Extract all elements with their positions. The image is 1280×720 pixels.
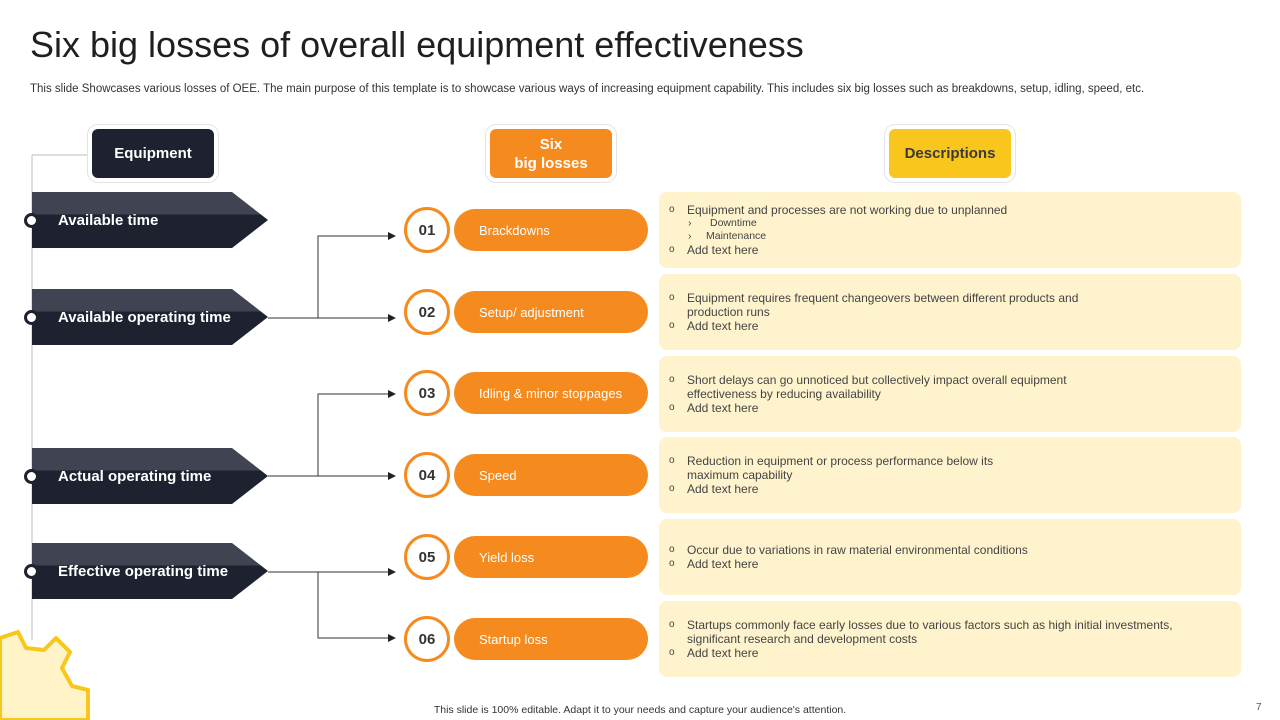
loss-label: Idling & minor stoppages xyxy=(479,385,623,401)
loss-pill-speed: Speed xyxy=(454,454,648,496)
equipment-item-available-operating-time: Available operating time xyxy=(32,289,268,345)
description-text: Add text here xyxy=(687,319,759,333)
description-text: maximum capability xyxy=(687,468,793,482)
description-text: Add text here xyxy=(687,646,759,660)
description-text: Equipment and processes are not working … xyxy=(687,203,1008,217)
bullet-icon: o xyxy=(669,483,675,494)
descriptions-header: Descriptions xyxy=(889,129,1011,178)
equipment-item-label: Available time xyxy=(58,211,159,229)
description-text: Equipment requires frequent changeovers … xyxy=(687,291,1079,305)
description-text: Occur due to variations in raw material … xyxy=(687,543,1028,557)
six-big-losses-header: Six big losses xyxy=(490,129,612,178)
bullet-icon: o xyxy=(669,244,675,255)
bullet-icon: o xyxy=(669,292,675,303)
loss-number-04: 04 xyxy=(404,452,450,498)
description-subtext: Downtime xyxy=(710,217,757,229)
losses-header-line2: big losses xyxy=(514,154,588,172)
description-text: Reduction in equipment or process perfor… xyxy=(687,454,994,468)
sub-bullet-icon: › xyxy=(688,230,692,242)
loss-label: Startup loss xyxy=(479,631,548,647)
loss-pill-idling: Idling & minor stoppages xyxy=(454,372,648,414)
loss-label: Setup/ adjustment xyxy=(479,304,584,320)
loss-number-06: 06 xyxy=(404,616,450,662)
timeline-dot xyxy=(24,469,39,484)
equipment-item-available-time: Available time xyxy=(32,192,268,248)
description-text: Short delays can go unnoticed but collec… xyxy=(687,373,1067,387)
equipment-item-actual-operating-time: Actual operating time xyxy=(32,448,268,504)
losses-header-line1: Six xyxy=(539,135,563,153)
description-box-startup-loss: o Startups commonly face early losses due… xyxy=(659,601,1241,677)
description-text: production runs xyxy=(687,305,770,319)
bullet-icon: o xyxy=(669,374,675,385)
loss-pill-startup-loss: Startup loss xyxy=(454,618,648,660)
loss-pill-yield-loss: Yield loss xyxy=(454,536,648,578)
equipment-header: Equipment xyxy=(92,129,214,178)
connector-actual-operating-up xyxy=(317,390,396,476)
loss-label: Speed xyxy=(479,467,517,483)
footer-note: This slide is 100% editable. Adapt it to… xyxy=(433,704,847,716)
bullet-icon: o xyxy=(669,455,675,466)
timeline-dot xyxy=(24,310,39,325)
loss-label: Brackdowns xyxy=(479,222,550,238)
loss-number-05: 05 xyxy=(404,534,450,580)
description-box-setup: o Equipment requires frequent changeovers… xyxy=(659,274,1241,350)
bullet-icon: o xyxy=(669,402,675,413)
description-text: Add text here xyxy=(687,557,759,571)
description-text: Add text here xyxy=(687,243,759,257)
bullet-icon: o xyxy=(669,544,675,555)
loss-pill-setup: Setup/ adjustment xyxy=(454,291,648,333)
description-subtext: Maintenance xyxy=(706,230,767,242)
description-box-breakdowns: o Equipment and processes are not working… xyxy=(659,192,1241,268)
description-box-speed: o Reduction in equipment or process perfo… xyxy=(659,437,1241,513)
equipment-item-effective-operating-time: Effective operating time xyxy=(32,543,268,599)
gear-icon xyxy=(0,630,90,720)
description-text: significant research and development cos… xyxy=(687,632,918,646)
bullet-icon: o xyxy=(669,204,675,215)
bullet-icon: o xyxy=(669,619,675,630)
loss-label: Yield loss xyxy=(479,549,535,565)
loss-number-01: 01 xyxy=(404,207,450,253)
timeline-dot xyxy=(24,564,39,579)
description-text: Add text here xyxy=(687,401,759,415)
page-number: 7 xyxy=(1256,702,1262,713)
description-box-yield-loss: o Occur due to variations in raw material… xyxy=(659,519,1241,595)
equipment-item-label: Actual operating time xyxy=(58,467,212,485)
description-text: effectiveness by reducing availability xyxy=(687,387,881,401)
bullet-icon: o xyxy=(669,320,675,331)
connector-available-operating-up xyxy=(317,232,396,318)
page-title: Six big losses of overall equipment effe… xyxy=(30,24,804,65)
equipment-item-label: Effective operating time xyxy=(58,562,229,580)
loss-number-02: 02 xyxy=(404,289,450,335)
page-subtitle: This slide Showcases various losses of O… xyxy=(30,83,1145,95)
sub-bullet-icon: › xyxy=(688,217,692,229)
timeline-dot xyxy=(24,213,39,228)
connector-effective-operating-down xyxy=(317,572,396,642)
loss-number-03: 03 xyxy=(404,370,450,416)
loss-pill-breakdowns: Brackdowns xyxy=(454,209,648,251)
description-text: Startups commonly face early losses due … xyxy=(687,618,1173,632)
description-text: Add text here xyxy=(687,482,759,496)
bullet-icon: o xyxy=(669,558,675,569)
bullet-icon: o xyxy=(669,647,675,658)
description-box-idling: o Short delays can go unnoticed but colle… xyxy=(659,356,1241,432)
equipment-item-label: Available operating time xyxy=(58,308,231,326)
